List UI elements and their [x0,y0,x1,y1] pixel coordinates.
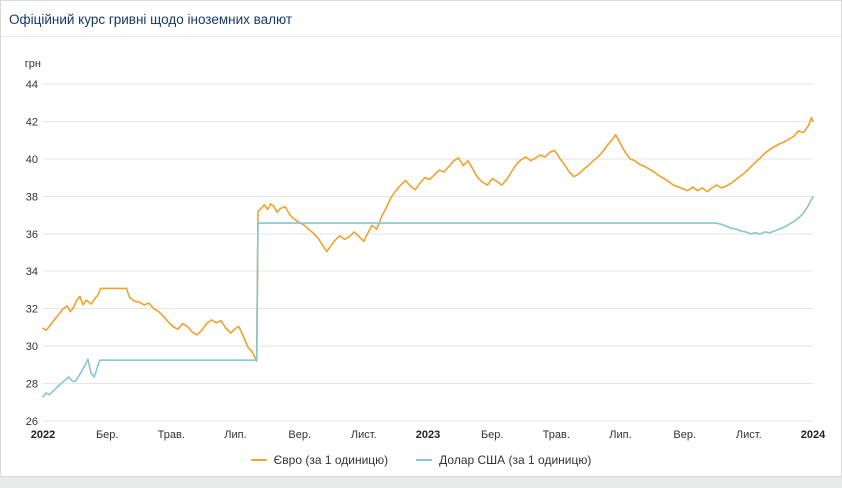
x-tick-label: Лип. [609,429,631,441]
x-tick-label: Трав. [158,429,185,441]
x-tick-label: 2022 [31,429,55,441]
euro-line-marker [250,459,267,461]
x-tick-label: 2023 [416,429,440,441]
chart-legend: Євро (за 1 одиницю) Долар США (за 1 один… [1,445,841,475]
y-tick-label: 28 [26,379,38,391]
x-tick-label: Лист. [736,429,762,441]
exchange-rate-card: Офіційний курс гривні щодо іноземних вал… [0,0,842,477]
legend-label-usd: Долар США (за 1 одиницю) [439,453,592,467]
y-tick-label: 26 [26,416,38,428]
x-tick-label: Трав. [543,429,570,441]
y-axis-unit: грн [25,58,41,70]
y-tick-label: 44 [26,79,38,91]
card-header: Офіційний курс гривні щодо іноземних вал… [1,1,841,37]
y-tick-label: 38 [26,191,38,203]
legend-item-usd[interactable]: Долар США (за 1 одиницю) [416,453,591,467]
chart-area: 26 28 30 32 34 36 38 40 42 44 грн 2022 Бер. Трав. Лип.… [1,37,842,445]
euro-series-line [42,116,814,362]
x-tick-label: Лист. [351,429,377,441]
x-tick-label: Бер. [96,429,119,441]
y-tick-label: 30 [26,341,38,353]
x-tick-label: Лип. [224,429,246,441]
x-tick-label: Вер. [288,429,311,441]
x-tick-label: Бер. [481,429,504,441]
usd-series-line [42,195,814,398]
exchange-rate-chart: 26 28 30 32 34 36 38 40 42 44 грн 2022 Бер. Трав. Лип.… [25,58,826,441]
x-tick-label: 2024 [801,429,826,441]
y-tick-label: 34 [26,266,38,278]
page-title: Офіційний курс гривні щодо іноземних вал… [9,12,293,27]
y-tick-label: 42 [26,116,38,128]
x-tick-label: Вер. [673,429,696,441]
y-tick-label: 40 [26,154,38,166]
legend-label-euro: Євро (за 1 одиницю) [273,453,389,467]
usd-line-marker [416,459,433,461]
legend-item-euro[interactable]: Євро (за 1 одиницю) [250,453,389,467]
y-tick-label: 36 [26,229,38,241]
y-tick-label: 32 [26,304,38,316]
